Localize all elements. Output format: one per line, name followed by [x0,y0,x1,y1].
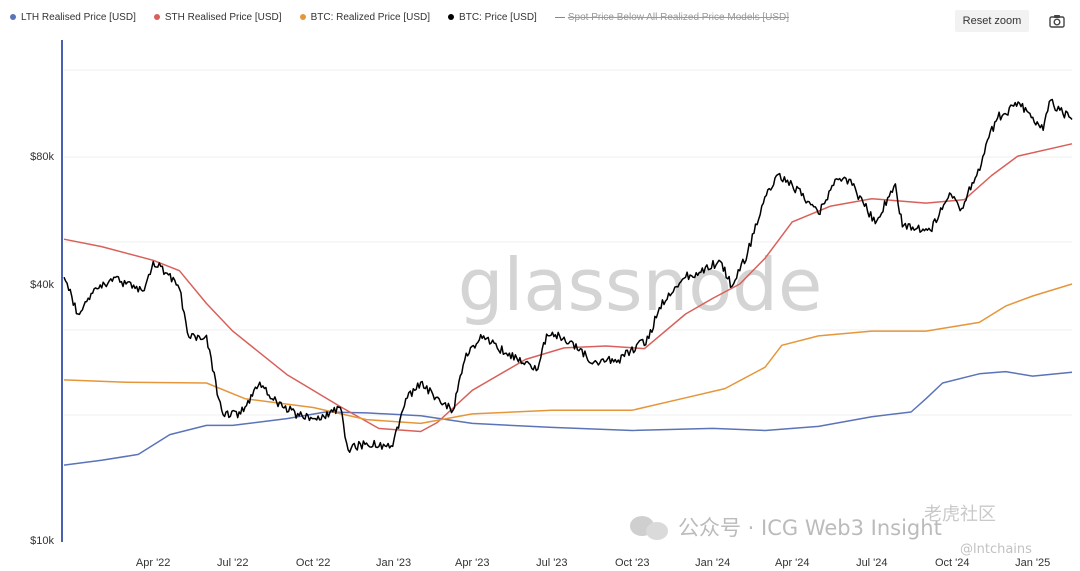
series-line-1 [63,143,1073,433]
legend-label: BTC: Price [USD] [459,11,537,23]
series-line-3 [63,98,1073,453]
x-tick-label: Jan '23 [376,557,411,569]
camera-icon[interactable] [1048,12,1066,30]
y-tick-label: $10k [30,535,54,547]
x-tick-label: Jul '22 [217,557,248,569]
watermark-logo: glassnode [458,243,823,327]
x-tick-label: Apr '22 [136,557,171,569]
x-tick-label: Oct '24 [935,557,970,569]
x-tick-label: Apr '23 [455,557,490,569]
series-line-0 [63,370,1073,466]
y-tick-label: $80k [30,151,54,163]
legend-marker [153,14,160,20]
legend-label: LTH Realised Price [USD] [21,11,136,23]
y-tick-label: $40k [30,279,54,291]
legend: LTH Realised Price [USD] STH Realised Pri… [10,9,807,25]
legend-label: STH Realised Price [USD] [164,11,282,23]
legend-item-0[interactable]: LTH Realised Price [USD] [10,12,136,23]
x-tick-label: Jul '24 [856,557,887,569]
x-tick-label: Oct '22 [296,557,331,569]
legend-marker [448,14,455,20]
legend-item-3[interactable]: BTC: Price [USD] [448,12,537,23]
x-tick-label: Jul '23 [536,557,567,569]
x-tick-label: Jan '24 [695,557,730,569]
legend-marker [554,16,565,18]
series-line-2 [63,283,1073,425]
legend-label: BTC: Realized Price [USD] [310,11,431,23]
legend-label: Spot Price Below All Realized Price Mode… [567,11,790,23]
wechat-watermark-text: 公众号 · ICG Web3 Insight [678,516,942,540]
legend-item-1[interactable]: STH Realised Price [USD] [153,11,282,23]
legend-marker [10,14,16,20]
wechat-watermark: 公众号 · ICG Web3 Insight [630,512,942,542]
legend-item-2[interactable]: BTC: Realized Price [USD] [299,11,431,23]
corner-watermark: 老虎社区 [924,504,996,525]
reset-zoom-button[interactable]: Reset zoom [955,10,1029,32]
legend-item-4[interactable]: Spot Price Below All Realized Price Mode… [554,11,790,23]
legend-marker [299,14,306,20]
wechat-icon [630,514,670,540]
corner-handle: @lntchains [960,542,1032,557]
x-tick-label: Oct '23 [615,557,650,569]
x-tick-label: Apr '24 [775,557,810,569]
x-tick-label: Jan '25 [1015,557,1050,569]
